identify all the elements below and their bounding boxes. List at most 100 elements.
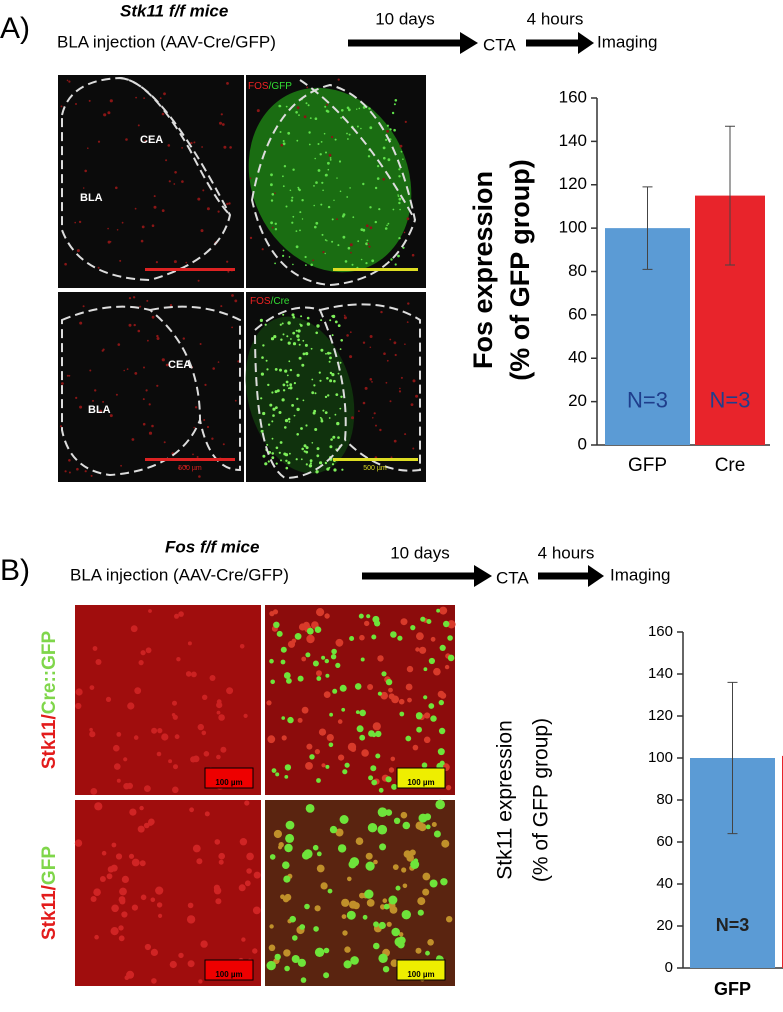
cell bbox=[151, 424, 154, 428]
cell bbox=[238, 884, 246, 892]
cell bbox=[358, 613, 364, 619]
cell bbox=[350, 251, 352, 254]
cell bbox=[436, 608, 440, 613]
cell bbox=[325, 109, 329, 113]
cell bbox=[267, 383, 270, 387]
cell bbox=[320, 348, 324, 352]
cell bbox=[68, 374, 71, 377]
cell bbox=[397, 936, 406, 945]
cell bbox=[176, 657, 181, 662]
cell bbox=[161, 358, 165, 362]
cell bbox=[218, 714, 225, 721]
cell bbox=[341, 109, 344, 112]
cell bbox=[275, 446, 279, 450]
cell bbox=[285, 459, 288, 462]
scale-label: 100 µm bbox=[215, 778, 242, 787]
cell bbox=[331, 463, 335, 466]
cell bbox=[120, 464, 122, 467]
cell bbox=[213, 884, 220, 891]
cell bbox=[401, 867, 407, 873]
cell bbox=[172, 714, 178, 720]
cell bbox=[76, 467, 79, 471]
cell bbox=[285, 833, 295, 843]
cell bbox=[291, 638, 297, 644]
cell bbox=[316, 324, 320, 328]
cell bbox=[215, 898, 222, 905]
y-tick-label: 100 bbox=[648, 749, 673, 766]
cell bbox=[289, 189, 292, 192]
cell bbox=[103, 113, 107, 117]
cell bbox=[369, 126, 373, 130]
cell bbox=[234, 299, 238, 303]
cell bbox=[447, 635, 453, 641]
cell bbox=[226, 687, 234, 695]
cell bbox=[282, 383, 286, 387]
cell bbox=[249, 236, 253, 240]
cell bbox=[287, 387, 290, 390]
cell bbox=[264, 323, 267, 326]
cre-area bbox=[245, 316, 355, 474]
cell bbox=[378, 787, 384, 793]
cell bbox=[262, 411, 266, 416]
cell bbox=[314, 428, 318, 431]
cell bbox=[264, 462, 268, 466]
cell bbox=[398, 390, 402, 393]
micrograph bbox=[58, 75, 244, 288]
cell bbox=[172, 786, 179, 794]
cell bbox=[311, 391, 315, 395]
cell bbox=[178, 952, 184, 959]
cell bbox=[220, 305, 223, 308]
cell bbox=[270, 183, 273, 187]
cell bbox=[327, 394, 330, 397]
cell bbox=[394, 99, 398, 102]
cell bbox=[412, 379, 416, 383]
bla-outline bbox=[61, 76, 232, 282]
cell bbox=[280, 338, 283, 341]
cell bbox=[316, 864, 325, 873]
cell bbox=[349, 187, 351, 189]
cell bbox=[323, 947, 330, 954]
cell bbox=[256, 109, 260, 113]
cell bbox=[276, 389, 280, 393]
cell bbox=[343, 316, 347, 320]
cell bbox=[314, 157, 317, 160]
cell bbox=[417, 897, 426, 906]
cell bbox=[415, 647, 420, 652]
cell bbox=[303, 115, 307, 119]
cell bbox=[282, 389, 286, 392]
panel-label: B) bbox=[0, 554, 30, 587]
cell bbox=[321, 181, 324, 184]
cell bbox=[74, 221, 76, 224]
cell bbox=[137, 124, 140, 127]
cell bbox=[285, 105, 288, 108]
cell bbox=[343, 314, 346, 317]
cell bbox=[203, 419, 206, 421]
cell bbox=[381, 671, 387, 677]
cell bbox=[218, 852, 225, 860]
cell bbox=[301, 363, 305, 367]
cell bbox=[200, 229, 204, 233]
y-tick-label: 80 bbox=[656, 791, 673, 808]
cell bbox=[90, 788, 98, 795]
cell bbox=[132, 296, 136, 299]
readout: Imaging bbox=[597, 32, 657, 51]
interval: 10 days bbox=[375, 9, 435, 28]
cell bbox=[296, 407, 300, 412]
cell bbox=[350, 956, 359, 965]
cell bbox=[123, 369, 125, 372]
cell bbox=[437, 748, 445, 756]
cell bbox=[373, 412, 376, 415]
cell bbox=[332, 435, 336, 439]
cell bbox=[94, 802, 103, 811]
cell bbox=[393, 817, 401, 824]
cell bbox=[101, 850, 107, 856]
cell bbox=[371, 259, 375, 263]
cell bbox=[374, 220, 377, 224]
cell bbox=[379, 428, 382, 432]
cell bbox=[119, 259, 122, 262]
cell bbox=[344, 260, 348, 263]
cell bbox=[260, 429, 264, 433]
cell bbox=[161, 112, 165, 116]
cell bbox=[244, 800, 250, 806]
cell bbox=[427, 939, 434, 946]
